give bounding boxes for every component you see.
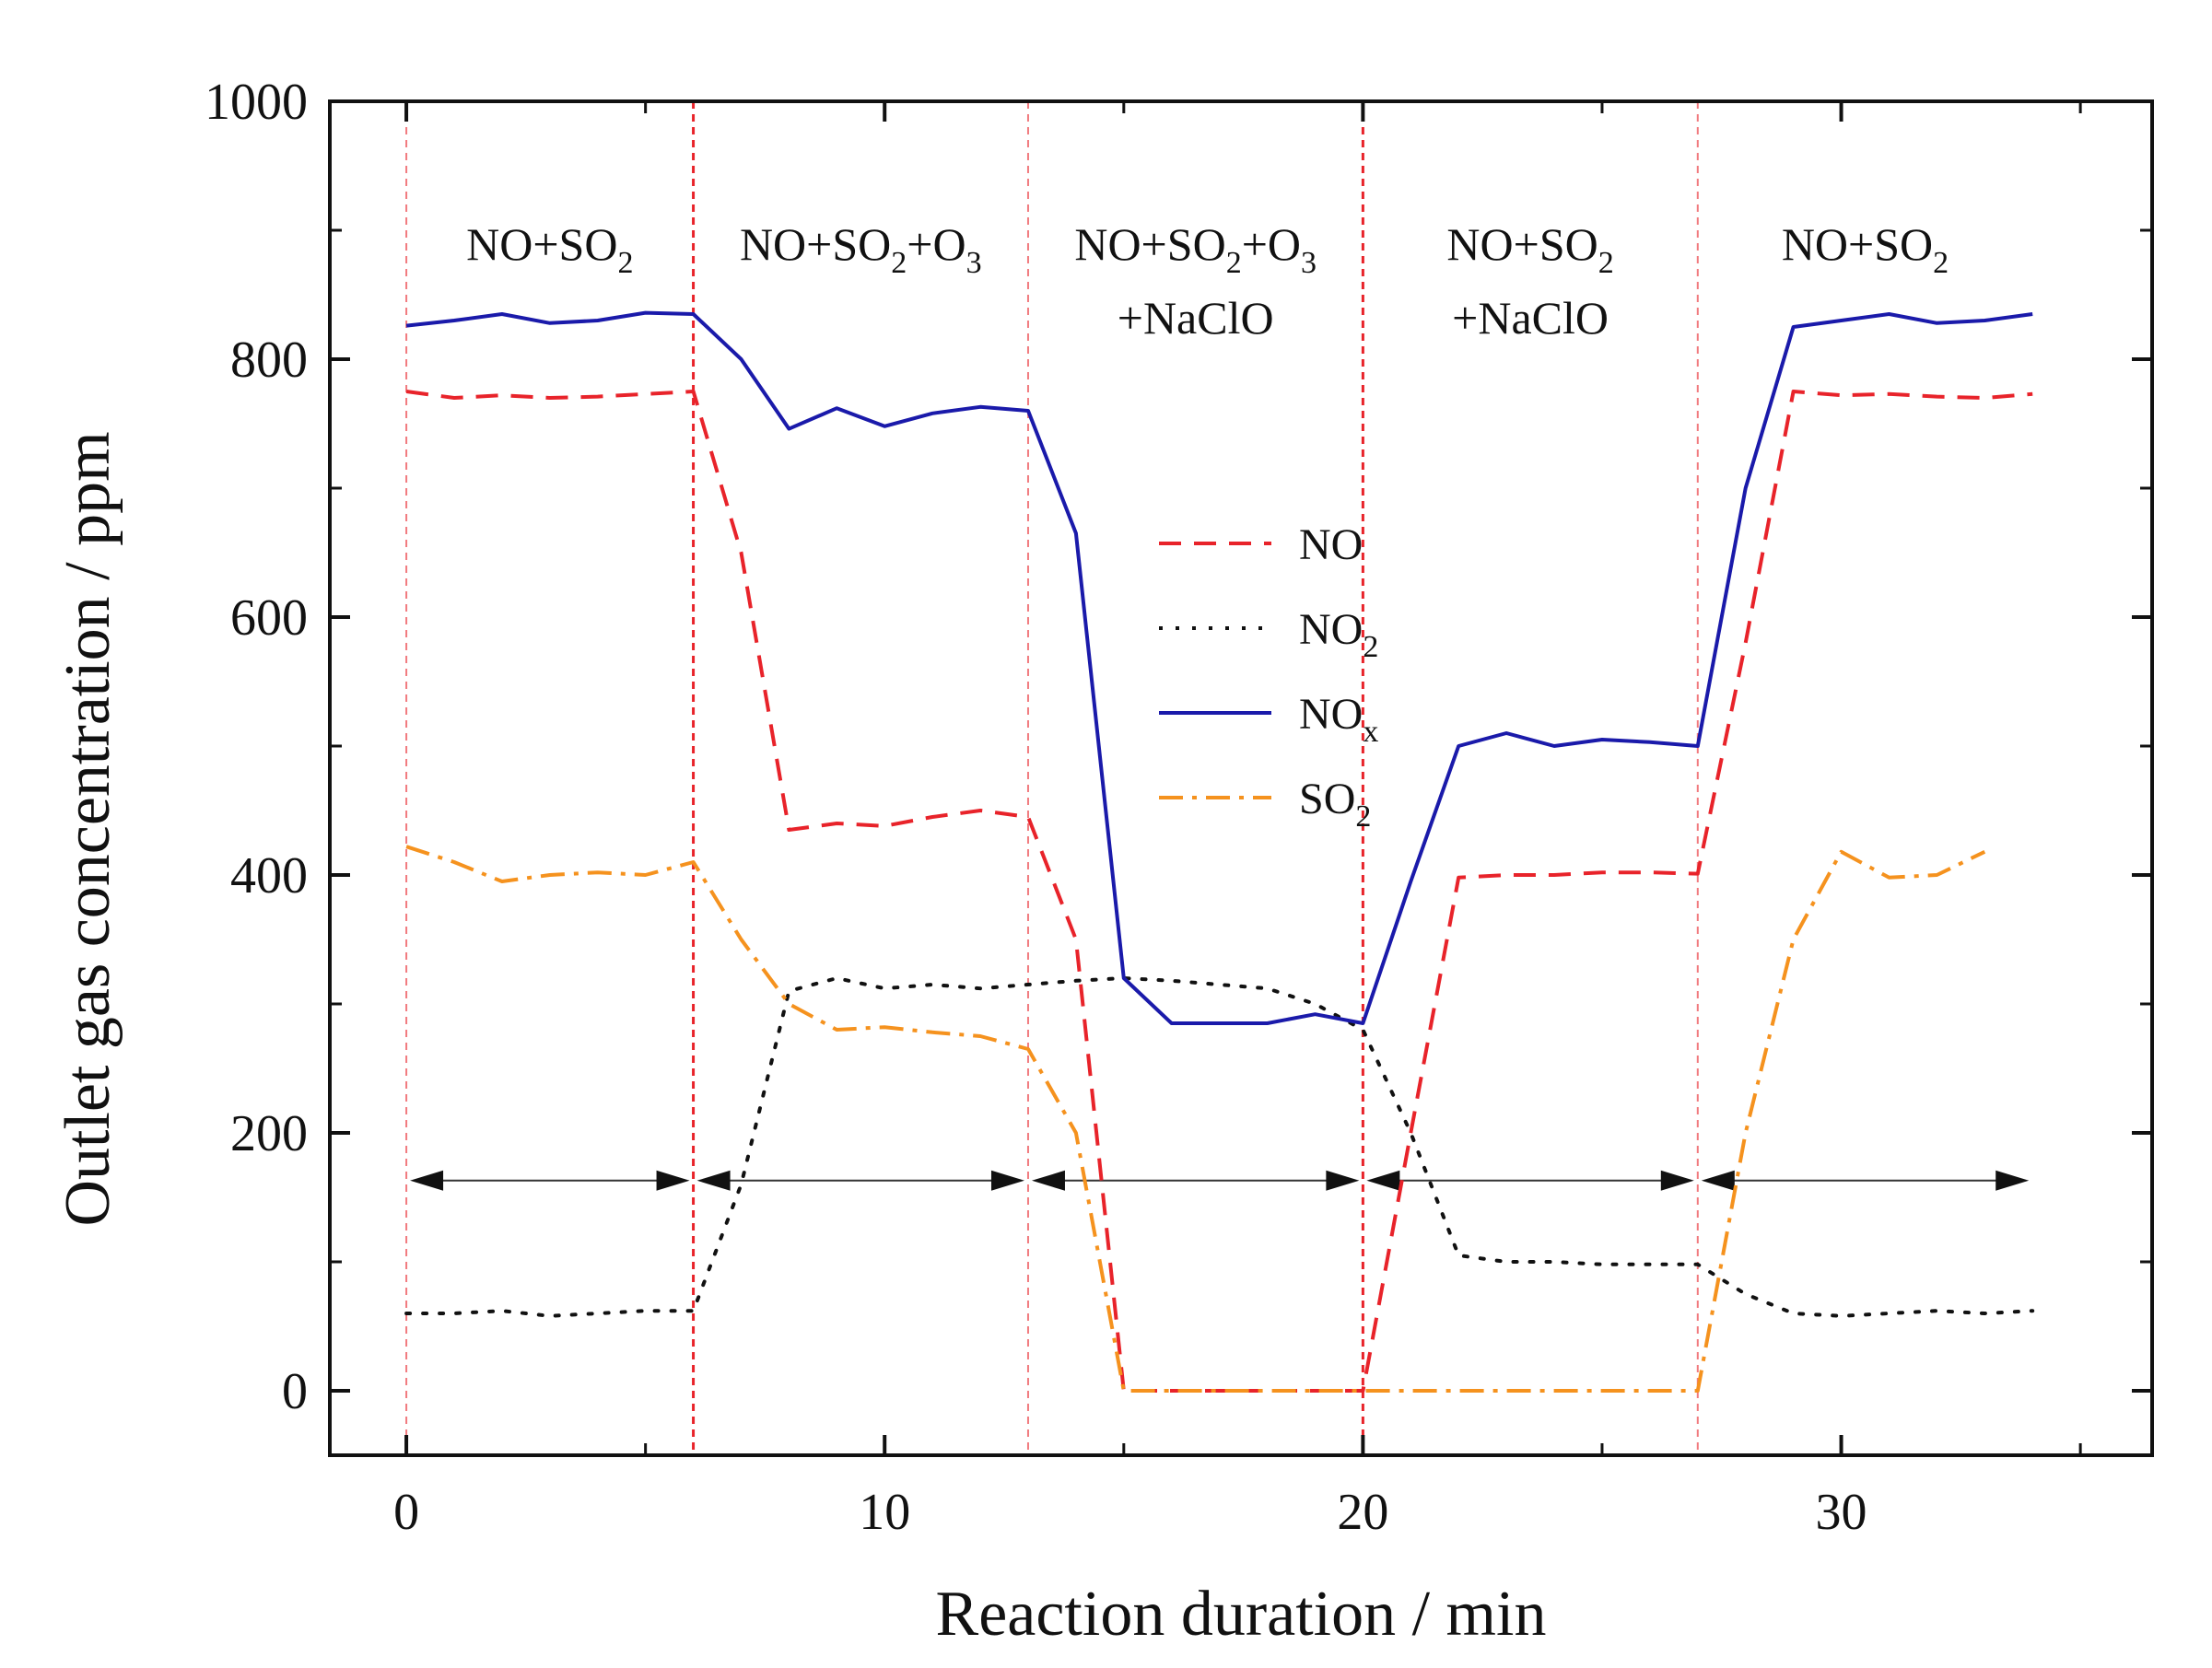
phase-labels: NO+SO2 NO+SO2+O3 NO+SO2+O3 +NaClO NO+SO2 +NaC…	[466, 218, 1949, 344]
phase-arrow	[1701, 1170, 2030, 1191]
plot-frame	[328, 99, 2154, 1457]
phase-label-2: NO+SO2+O3	[740, 218, 982, 280]
axis-tick-labels: 0 10 20 30 0 200 400 600 800 1000	[205, 74, 1867, 1541]
y-tick-label: 800	[230, 332, 308, 389]
x-tick-label: 0	[393, 1484, 419, 1541]
series-line-so2	[405, 845, 1986, 1393]
y-axis-title: Outlet gas concentration / ppm	[53, 431, 123, 1226]
phase-arrow-head-right	[1326, 1170, 1360, 1191]
phase-arrow-head-right	[1995, 1170, 2030, 1191]
axis-ticks	[330, 99, 2152, 1455]
phase-label-4: +NaClO	[1452, 292, 1609, 344]
x-tick-label: 10	[859, 1484, 910, 1541]
legend-label-nox: NOx	[1299, 690, 1378, 749]
phase-label-1: NO+SO2	[466, 218, 633, 280]
phase-arrow-head-right	[1660, 1170, 1694, 1191]
y-tick-label: 400	[230, 847, 308, 904]
phase-arrow-head-right	[656, 1170, 690, 1191]
legend-label-no: NO	[1299, 520, 1363, 569]
phase-arrow-head-left	[1366, 1170, 1400, 1191]
phase-arrow-head-left	[1031, 1170, 1065, 1191]
phase-arrow	[696, 1170, 1024, 1191]
phase-label-5: NO+SO2	[1782, 218, 1949, 280]
phase-arrow-head-left	[410, 1170, 444, 1191]
phase-label-4: NO+SO2	[1446, 218, 1613, 280]
phase-arrow-head-right	[990, 1170, 1024, 1191]
y-tick-label: 200	[230, 1105, 308, 1162]
y-tick-label: 1000	[205, 74, 308, 131]
y-tick-label: 600	[230, 589, 308, 647]
phase-arrow-head-left	[1701, 1170, 1735, 1191]
x-axis-title: Reaction duration / min	[936, 1579, 1547, 1650]
phase-label-3: NO+SO2+O3	[1074, 218, 1317, 280]
phase-arrows	[410, 1170, 2030, 1191]
phase-boundaries	[405, 101, 1699, 1455]
phase-arrow	[410, 1170, 690, 1191]
series-group	[404, 310, 2035, 1393]
phase-label-3: +NaClO	[1118, 292, 1274, 344]
series-line-no	[405, 390, 2033, 1393]
phase-arrow	[1366, 1170, 1694, 1191]
y-tick-label: 0	[282, 1363, 308, 1420]
phase-arrow	[1031, 1170, 1360, 1191]
legend: NO NO2 NOx SO2	[1159, 520, 1378, 834]
series-line-nox	[405, 310, 2033, 1025]
legend-label-no2: NO2	[1299, 605, 1378, 664]
x-tick-label: 30	[1816, 1484, 1867, 1541]
phase-arrow-head-left	[696, 1170, 731, 1191]
x-tick-label: 20	[1337, 1484, 1388, 1541]
legend-label-so2: SO2	[1299, 775, 1371, 834]
